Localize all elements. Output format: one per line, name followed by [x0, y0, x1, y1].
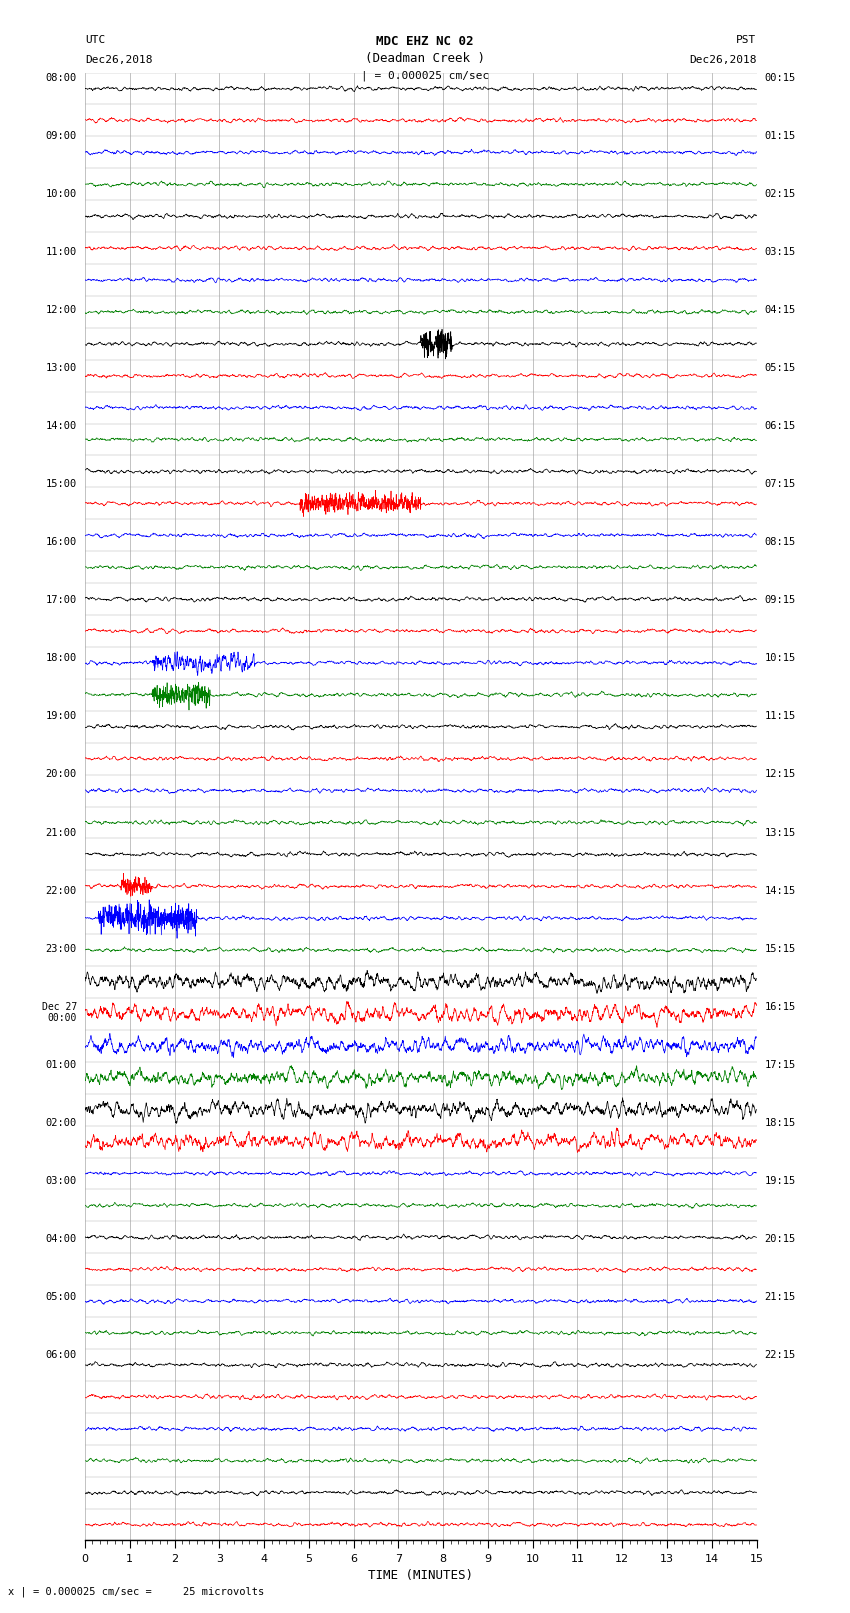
Text: PST: PST: [736, 35, 756, 45]
Text: 03:00: 03:00: [46, 1176, 77, 1186]
Text: 17:15: 17:15: [764, 1060, 796, 1069]
Text: 01:15: 01:15: [764, 131, 796, 140]
Text: 14:15: 14:15: [764, 886, 796, 895]
Text: 22:15: 22:15: [764, 1350, 796, 1360]
Text: 16:00: 16:00: [46, 537, 77, 547]
Text: 09:15: 09:15: [764, 595, 796, 605]
Text: 20:15: 20:15: [764, 1234, 796, 1244]
Text: 18:00: 18:00: [46, 653, 77, 663]
Text: x | = 0.000025 cm/sec =     25 microvolts: x | = 0.000025 cm/sec = 25 microvolts: [8, 1586, 264, 1597]
Text: 21:00: 21:00: [46, 827, 77, 837]
Text: 14:00: 14:00: [46, 421, 77, 431]
Text: 20:00: 20:00: [46, 769, 77, 779]
Text: 00:15: 00:15: [764, 73, 796, 82]
Text: 02:15: 02:15: [764, 189, 796, 198]
Text: | = 0.000025 cm/sec: | = 0.000025 cm/sec: [361, 69, 489, 81]
Text: 04:00: 04:00: [46, 1234, 77, 1244]
Text: 13:00: 13:00: [46, 363, 77, 373]
Text: 23:00: 23:00: [46, 944, 77, 953]
Text: 13:15: 13:15: [764, 827, 796, 837]
Text: 07:15: 07:15: [764, 479, 796, 489]
Text: 18:15: 18:15: [764, 1118, 796, 1127]
Text: 16:15: 16:15: [764, 1002, 796, 1011]
Text: 11:00: 11:00: [46, 247, 77, 256]
Text: Dec26,2018: Dec26,2018: [85, 55, 152, 65]
Text: 02:00: 02:00: [46, 1118, 77, 1127]
Text: 22:00: 22:00: [46, 886, 77, 895]
Text: 05:15: 05:15: [764, 363, 796, 373]
Text: Dec 27
00:00: Dec 27 00:00: [42, 1002, 77, 1023]
Text: 12:00: 12:00: [46, 305, 77, 315]
Text: 05:00: 05:00: [46, 1292, 77, 1302]
Text: 06:00: 06:00: [46, 1350, 77, 1360]
Text: 04:15: 04:15: [764, 305, 796, 315]
Text: MDC EHZ NC 02: MDC EHZ NC 02: [377, 35, 473, 48]
Text: (Deadman Creek ): (Deadman Creek ): [365, 52, 485, 65]
Text: 15:15: 15:15: [764, 944, 796, 953]
Text: UTC: UTC: [85, 35, 105, 45]
Text: 01:00: 01:00: [46, 1060, 77, 1069]
Text: 03:15: 03:15: [764, 247, 796, 256]
Text: Dec26,2018: Dec26,2018: [689, 55, 756, 65]
Text: 21:15: 21:15: [764, 1292, 796, 1302]
Text: 11:15: 11:15: [764, 711, 796, 721]
Text: 15:00: 15:00: [46, 479, 77, 489]
Text: 17:00: 17:00: [46, 595, 77, 605]
Text: 19:00: 19:00: [46, 711, 77, 721]
Text: 10:00: 10:00: [46, 189, 77, 198]
Text: 06:15: 06:15: [764, 421, 796, 431]
Text: 09:00: 09:00: [46, 131, 77, 140]
X-axis label: TIME (MINUTES): TIME (MINUTES): [368, 1569, 473, 1582]
Text: 19:15: 19:15: [764, 1176, 796, 1186]
Text: 12:15: 12:15: [764, 769, 796, 779]
Text: 08:00: 08:00: [46, 73, 77, 82]
Text: 08:15: 08:15: [764, 537, 796, 547]
Text: 10:15: 10:15: [764, 653, 796, 663]
